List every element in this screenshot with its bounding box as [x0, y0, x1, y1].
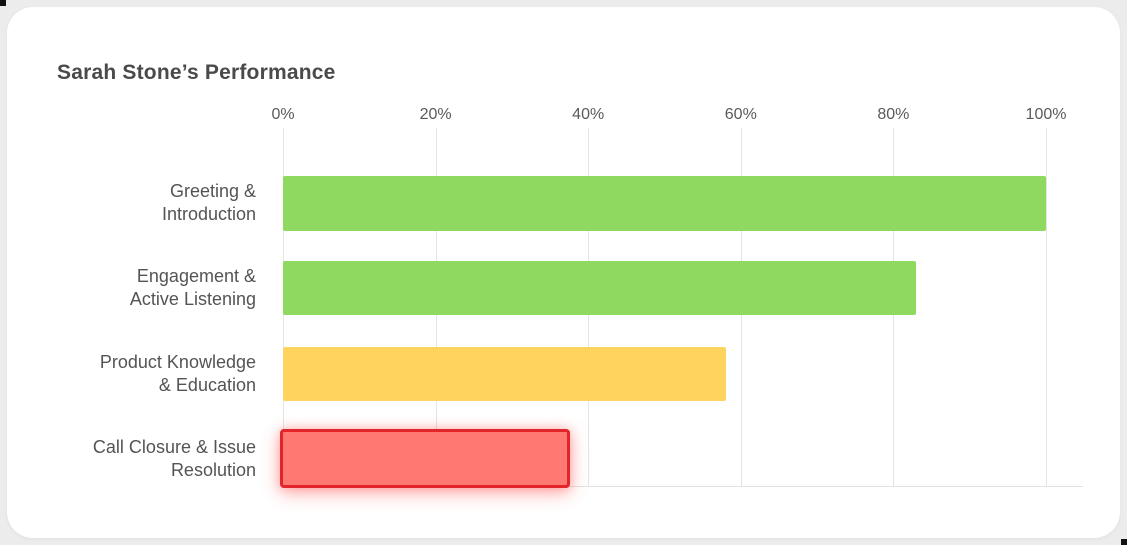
category-label-line: Resolution	[170, 460, 256, 480]
x-axis-baseline	[283, 486, 1083, 487]
x-tick-60: 60%	[724, 106, 757, 123]
gridline-100	[1046, 128, 1047, 487]
x-axis: 0% 20% 40% 60% 80% 100%	[271, 106, 1066, 126]
bar-product-knowledge[interactable]	[283, 347, 726, 401]
x-tick-40: 40%	[572, 106, 605, 123]
x-tick-20: 20%	[419, 106, 452, 123]
category-label-call-closure: Call Closure & Issue Resolution	[35, 436, 256, 482]
plot-area	[280, 128, 1083, 488]
x-tick-80: 80%	[877, 106, 910, 123]
performance-chart-card: Sarah Stone’s Performance 0% 20% 40% 60%…	[7, 7, 1120, 538]
category-label-line: Introduction	[161, 204, 256, 224]
category-label-line: Greeting &	[169, 181, 256, 201]
category-label-line: & Education	[158, 375, 256, 395]
x-tick-100: 100%	[1025, 106, 1067, 123]
x-tick-0: 0%	[271, 106, 295, 123]
bar-call-closure-highlighted[interactable]	[280, 429, 570, 488]
category-label-line: Call Closure & Issue	[92, 437, 256, 457]
screen-corner-artifact	[0, 0, 6, 6]
bar-greeting-introduction[interactable]	[283, 176, 1046, 231]
bar-engagement-listening[interactable]	[283, 261, 917, 315]
screen-corner-artifact	[1121, 539, 1127, 545]
category-label-line: Engagement &	[136, 266, 256, 286]
chart-title: Sarah Stone’s Performance	[57, 61, 336, 84]
category-label-product-knowledge: Product Knowledge & Education	[35, 351, 256, 397]
category-label-line: Active Listening	[129, 289, 256, 309]
category-label-engagement-listening: Engagement & Active Listening	[35, 265, 256, 311]
category-label-line: Product Knowledge	[99, 352, 256, 372]
category-label-greeting-introduction: Greeting & Introduction	[35, 180, 256, 226]
